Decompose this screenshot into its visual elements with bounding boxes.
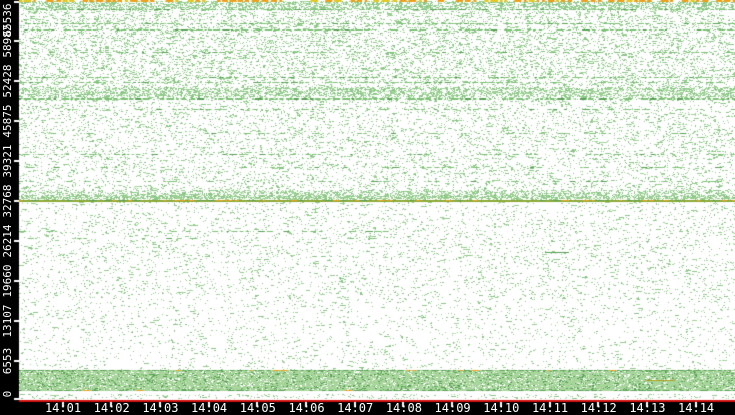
x-tick-label: 14:02: [93, 401, 130, 415]
x-tick-label: 14:03: [142, 401, 179, 415]
x-tick-label: 14:08: [385, 401, 422, 415]
y-tick-label: 52428: [1, 63, 14, 98]
x-tick-label: 14:14: [678, 401, 715, 415]
x-tick-label: 14:10: [483, 401, 520, 415]
x-tick-label: 14:12: [580, 401, 617, 415]
x-tick-label: 14:11: [531, 401, 569, 415]
y-tick-label: 65536: [1, 2, 14, 37]
x-tick-label: 14:01: [44, 401, 82, 415]
x-tick-label: 14:05: [239, 401, 276, 415]
x-tick-label: 14:07: [337, 401, 374, 415]
x-tick-label: 14:06: [288, 401, 325, 415]
y-tick-label: 6553: [1, 347, 14, 374]
y-tick-label: 19660: [1, 263, 14, 298]
y-tick-label: 32768: [1, 183, 14, 218]
y-tick-label: 13107: [1, 303, 14, 338]
y-tick-label: 45875: [1, 103, 14, 138]
x-tick-label: 14:09: [434, 401, 471, 415]
y-tick-label: 26214: [1, 223, 14, 258]
x-tick-label: 14:04: [191, 401, 228, 415]
y-tick-label: 0: [1, 390, 14, 397]
x-tick-label: 14:13: [629, 401, 666, 415]
y-tick-label: 39321: [1, 143, 14, 178]
